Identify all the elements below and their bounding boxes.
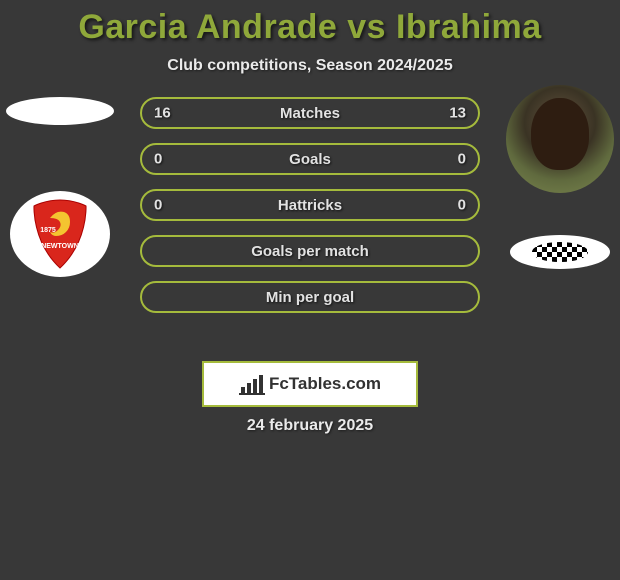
comparison-card: Garcia Andrade vs Ibrahima Club competit… [0,0,620,443]
club-badge-right [510,235,610,269]
stat-value-right: 0 [458,197,466,214]
brand-badge[interactable]: FcTables.com [202,361,418,407]
club-badge-left: NEWTOWN 1875 [10,191,110,277]
stat-value-left: 16 [154,105,171,122]
subtitle: Club competitions, Season 2024/2025 [0,57,620,75]
player-left-avatar [6,97,114,125]
bar-chart-icon [239,373,265,395]
stat-label: Goals per match [251,243,369,260]
date-label: 24 february 2025 [0,417,620,435]
page-title: Garcia Andrade vs Ibrahima [0,8,620,47]
stats-section: NEWTOWN 1875 Matches1613Goals00Hattricks… [0,97,620,347]
stat-label: Matches [280,105,340,122]
brand-text: FcTables.com [269,374,381,394]
player-right-avatar [506,85,614,193]
stat-value-right: 13 [449,105,466,122]
stat-row: Goals 0 0 [140,143,480,175]
stat-label: Min per goal [266,289,354,306]
stat-row: Hattricks 0 0 [140,189,480,221]
boavista-checker-icon [532,242,588,262]
player-right-photo [506,85,614,193]
svg-text:NEWTOWN: NEWTOWN [41,243,79,250]
svg-text:1875: 1875 [40,227,56,234]
stat-value-right: 0 [458,151,466,168]
stat-value-left: 0 [154,151,162,168]
stat-row: Matches 16 13 [140,97,480,129]
stat-row: Min per goal [140,281,480,313]
face-silhouette [531,98,589,170]
newtown-shield-icon: NEWTOWN 1875 [30,198,90,270]
stat-label: Goals [289,151,331,168]
stat-value-left: 0 [154,197,162,214]
stat-row: Goals per match [140,235,480,267]
stat-label: Hattricks [278,197,342,214]
